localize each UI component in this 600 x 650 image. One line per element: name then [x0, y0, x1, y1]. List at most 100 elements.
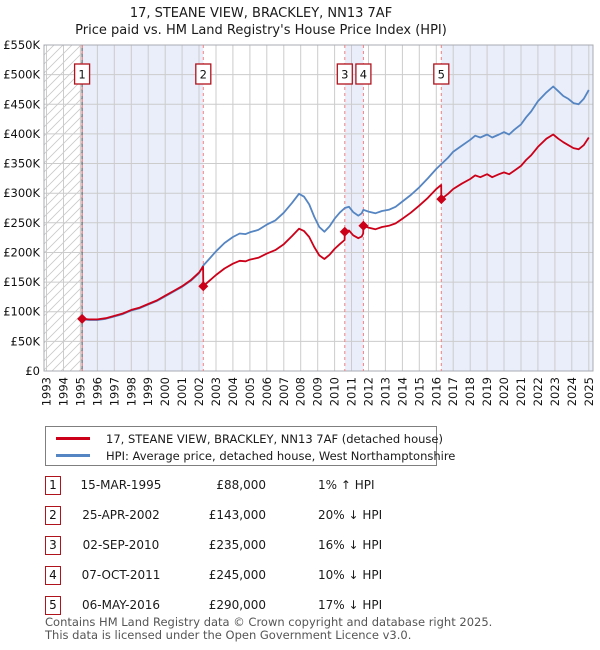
x-axis-label: 2024: [565, 377, 579, 406]
sale-number-badge: 1: [45, 475, 61, 495]
sale-marker: [358, 220, 369, 231]
sale-number-badge: 3: [45, 535, 61, 555]
y-axis-label: £500K: [3, 68, 40, 82]
chart-legend: 17, STEANE VIEW, BRACKLEY, NN13 7AF (det…: [45, 426, 455, 466]
sale-price: £235,000: [208, 538, 266, 552]
sale-number-badge: 5: [45, 595, 61, 615]
x-axis-label: 2002: [192, 377, 206, 406]
x-axis-label: 2004: [226, 377, 240, 406]
property-line-swatch: [56, 437, 90, 440]
y-axis-label: £550K: [3, 38, 40, 52]
x-axis-label: 2018: [463, 377, 477, 406]
sale-marker: [436, 194, 447, 205]
x-axis-label: 2009: [311, 377, 325, 406]
price-chart: 1 2 3 4 5 £0 £50K £100K £150K £200K £250K £300K £350…: [3, 38, 596, 406]
sale-number-box: [433, 63, 450, 85]
hpi-line-swatch: [56, 454, 90, 457]
sales-table: 1 15-MAR-1995 £88,000 1% ↑ HPI 2 25-APR-…: [45, 470, 585, 620]
page-subtitle: Price paid vs. HM Land Registry's House …: [75, 23, 447, 38]
x-axis-label: 2001: [175, 377, 189, 406]
x-axis-label: 2022: [531, 377, 545, 406]
sale-date: 07-OCT-2011: [81, 568, 161, 582]
x-axis-label: 2023: [548, 377, 562, 406]
license-footer: Contains HM Land Registry data © Crown c…: [45, 616, 492, 641]
x-axis-label: 1999: [141, 377, 155, 406]
x-axis-label: 2012: [362, 377, 376, 406]
x-axis-label: 2000: [158, 377, 172, 406]
x-axis-label: 2025: [582, 377, 596, 406]
y-axis-label: £350K: [3, 157, 40, 171]
x-axis-label: 1995: [73, 377, 87, 406]
legend-row-hpi: HPI: Average price, detached house, West…: [46, 447, 455, 464]
x-axis-label: 1993: [40, 377, 54, 406]
sale-marker: [198, 281, 209, 292]
x-axis-label: 1996: [90, 377, 104, 406]
y-axis-label: £0: [25, 364, 40, 378]
page-title: 17, STEANE VIEW, BRACKLEY, NN13 7AF: [129, 6, 393, 21]
price-paid-line: [82, 133, 590, 321]
sale-hpi-delta: 1% ↑ HPI: [318, 478, 375, 492]
ownership-period-band: [344, 45, 364, 371]
sale-row-2: 2 25-APR-2002 £143,000 20% ↓ HPI: [45, 500, 585, 530]
x-axis-label: 2014: [395, 377, 409, 406]
sale-number-box: [73, 63, 91, 85]
sale-hpi-delta: 17% ↓ HPI: [318, 598, 383, 612]
sale-marker: [77, 313, 88, 324]
x-axis-label: 2016: [429, 377, 443, 406]
footer-line-1: Contains HM Land Registry data © Crown c…: [45, 615, 493, 629]
y-axis-label: £450K: [3, 97, 40, 111]
sale-row-3: 3 02-SEP-2010 £235,000 16% ↓ HPI: [45, 530, 585, 560]
sale-number-box-label: 3: [341, 68, 348, 82]
x-axis-label: 1994: [57, 377, 71, 406]
x-axis-label: 2017: [446, 377, 460, 406]
y-axis-label: £400K: [3, 127, 40, 141]
sale-number-badge: 2: [45, 505, 61, 525]
sale-row-5: 5 06-MAY-2016 £290,000 17% ↓ HPI: [45, 590, 585, 620]
sale-price: £245,000: [208, 568, 266, 582]
x-axis-label: 2008: [294, 377, 308, 406]
x-axis-label: 2005: [243, 377, 257, 406]
sale-marker: [339, 226, 350, 237]
ownership-period-band: [82, 45, 204, 371]
footer-line-2: This data is licensed under the Open Gov…: [45, 627, 412, 642]
y-axis-label: £300K: [3, 186, 40, 200]
chart-titles: 17, STEANE VIEW, BRACKLEY, NN13 7AF Pric…: [0, 5, 522, 39]
y-axis-label: £50K: [11, 334, 41, 348]
sale-number-box-label: 1: [78, 68, 85, 82]
sale-number-box: [195, 63, 212, 85]
x-axis-label: 2010: [328, 377, 342, 406]
legend-row-property: 17, STEANE VIEW, BRACKLEY, NN13 7AF (det…: [46, 430, 443, 447]
x-axis-label: 2007: [277, 377, 291, 406]
sale-date: 15-MAR-1995: [80, 478, 162, 492]
x-axis-label: 2013: [378, 377, 392, 406]
sale-row-4: 4 07-OCT-2011 £245,000 10% ↓ HPI: [45, 560, 585, 590]
sale-price: £88,000: [216, 478, 266, 492]
sale-price: £143,000: [208, 508, 266, 522]
x-axis-label: 2020: [497, 377, 511, 406]
sale-date: 02-SEP-2010: [82, 538, 160, 552]
sale-price: £290,000: [208, 598, 266, 612]
x-axis-label: 1997: [107, 377, 121, 406]
sale-date: 25-APR-2002: [82, 508, 160, 522]
x-axis-label: 2021: [514, 377, 528, 406]
legend-label-property: 17, STEANE VIEW, BRACKLEY, NN13 7AF (det…: [106, 431, 443, 446]
x-axis-label: 2015: [412, 377, 426, 406]
sale-number-box-label: 4: [360, 68, 367, 82]
sale-hpi-delta: 20% ↓ HPI: [318, 508, 383, 522]
y-axis-label: £150K: [3, 275, 40, 289]
legend-label-hpi: HPI: Average price, detached house, West…: [106, 448, 456, 463]
plot-border: [43, 44, 594, 372]
x-axis-label: 2003: [209, 377, 223, 406]
y-axis-label: £100K: [3, 305, 40, 319]
y-axis-label: £250K: [3, 216, 40, 230]
sale-date: 06-MAY-2016: [81, 598, 160, 612]
x-axis-label: 2006: [260, 377, 274, 406]
y-axis-label: £200K: [3, 246, 40, 260]
x-axis-label: 2019: [480, 377, 494, 406]
sale-hpi-delta: 10% ↓ HPI: [318, 568, 383, 582]
ownership-period-band: [441, 45, 593, 371]
sale-number-box: [355, 63, 372, 85]
sale-number-box: [336, 63, 353, 85]
sale-number-box-label: 5: [438, 68, 445, 82]
